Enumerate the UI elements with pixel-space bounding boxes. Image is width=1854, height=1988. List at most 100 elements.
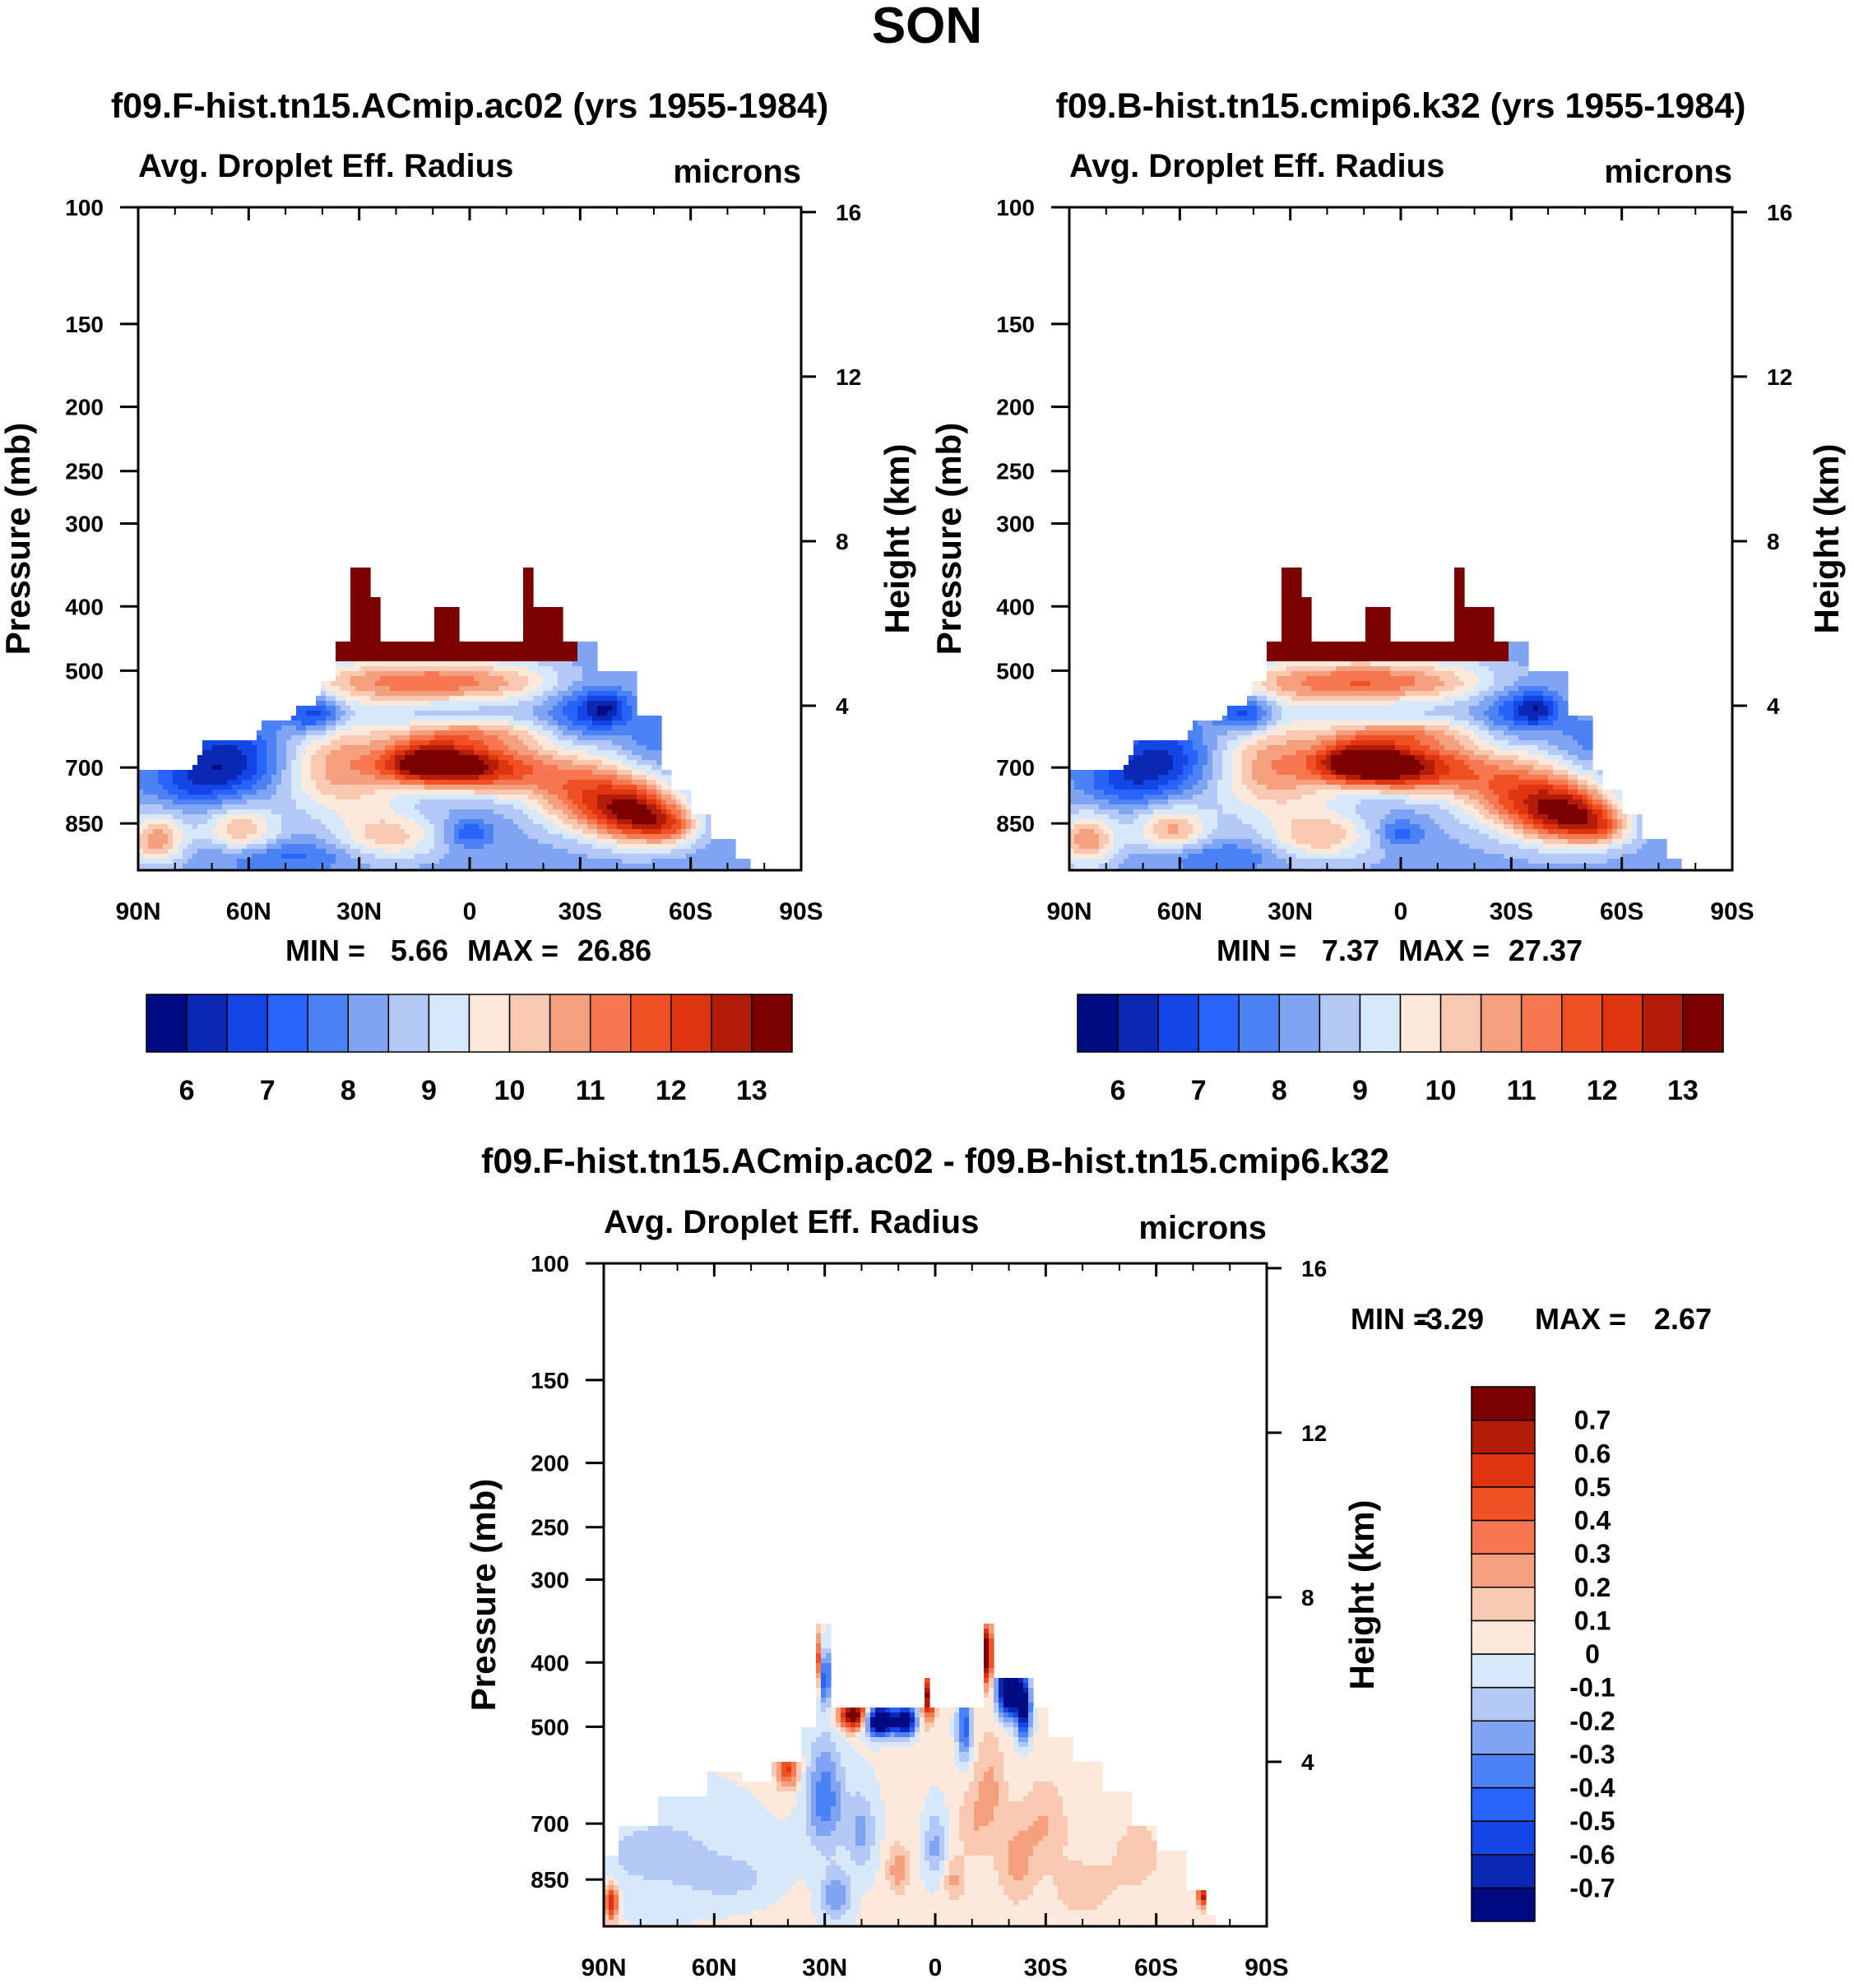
left-field-cell — [587, 819, 593, 825]
left-field-cell — [232, 864, 238, 869]
left-field-cell — [627, 775, 633, 781]
left-field-cell — [533, 622, 539, 628]
left-field-cell — [503, 819, 509, 825]
left-field-cell — [612, 735, 618, 741]
left-field-cell — [301, 750, 307, 756]
left-field-cell — [676, 834, 682, 840]
left-field-cell — [518, 765, 524, 771]
left-field-cell — [671, 834, 677, 840]
left-field-cell — [271, 785, 277, 790]
left-field-cell — [637, 795, 642, 800]
left-field-cell — [207, 809, 213, 815]
left-field-cell — [622, 721, 628, 726]
left-field-cell — [405, 706, 410, 711]
right-field-cell — [1124, 849, 1129, 855]
right-field-cell — [1084, 804, 1090, 810]
left-field-cell — [533, 740, 539, 746]
left-field-cell — [271, 721, 277, 726]
left-field-cell — [138, 834, 144, 840]
left-field-cell — [153, 770, 159, 776]
left-field-cell — [400, 681, 406, 687]
left-field-cell — [489, 799, 494, 805]
left-field-cell — [415, 775, 420, 781]
left-field-cell — [380, 819, 386, 825]
left-field-cell — [197, 829, 203, 835]
left-field-cell — [212, 755, 218, 761]
left-colorbar-label: 10 — [494, 1075, 526, 1106]
left-field-cell — [242, 839, 248, 845]
right-field-cell — [1124, 790, 1129, 795]
left-field-cell — [345, 839, 351, 845]
left-field-cell — [459, 696, 465, 702]
left-field-cell — [158, 780, 164, 785]
left-field-cell — [592, 651, 598, 657]
left-field-cell — [262, 859, 267, 864]
left-field-cell — [375, 676, 381, 682]
left-field-cell — [429, 656, 435, 662]
left-field-cell — [612, 814, 618, 820]
left-field-cell — [592, 676, 598, 682]
left-field-cell — [247, 814, 253, 820]
left-field-cell — [188, 770, 193, 776]
left-field-cell — [518, 676, 524, 682]
left-field-cell — [316, 804, 322, 810]
left-field-cell — [207, 834, 213, 840]
left-field-cell — [286, 795, 292, 800]
left-field-cell — [395, 681, 401, 687]
left-field-cell — [326, 795, 331, 800]
left-field-cell — [350, 755, 356, 761]
left-field-cell — [380, 854, 386, 860]
left-field-cell — [568, 849, 573, 855]
left-field-cell — [390, 750, 396, 756]
left-field-cell — [395, 844, 401, 850]
left-field-cell — [276, 849, 282, 855]
left-field-cell — [439, 770, 445, 776]
left-field-cell — [439, 642, 445, 647]
right-field-cell — [1089, 799, 1095, 805]
left-field-cell — [661, 814, 667, 820]
left-field-cell — [632, 799, 637, 805]
left-field-cell — [429, 696, 435, 702]
left-field-cell — [306, 799, 312, 805]
left-field-cell — [143, 839, 149, 845]
right-field-cell — [1089, 780, 1095, 785]
left-field-cell — [395, 686, 401, 692]
left-field-cell — [543, 716, 549, 721]
left-field-cell — [681, 824, 687, 830]
left-field-cell — [212, 864, 218, 869]
left-colorbar-box — [267, 994, 308, 1053]
left-field-cell — [627, 691, 633, 697]
left-field-cell — [538, 780, 544, 785]
left-field-cell — [291, 790, 297, 795]
left-field-cell — [513, 859, 519, 864]
left-field-cell — [612, 765, 618, 771]
left-field-cell — [355, 819, 361, 825]
left-field-cell — [548, 696, 554, 702]
left-field-cell — [666, 804, 672, 810]
left-field-cell — [217, 775, 223, 781]
left-field-cell — [439, 725, 445, 731]
left-field-cell — [523, 597, 529, 603]
left-field-cell — [385, 859, 391, 864]
left-field-cell — [168, 775, 174, 781]
left-field-cell — [345, 706, 351, 711]
left-field-cell — [192, 775, 198, 781]
left-field-cell — [582, 799, 588, 805]
left-field-cell — [528, 691, 534, 697]
left-field-cell — [222, 780, 228, 785]
right-field-cell — [1099, 829, 1105, 835]
left-field-cell — [439, 721, 445, 726]
left-field-cell — [651, 839, 657, 845]
left-field-cell — [232, 795, 238, 800]
left-field-cell — [439, 750, 445, 756]
left-field-cell — [424, 696, 430, 702]
left-field-cell — [326, 824, 331, 830]
right-field-cell — [1069, 790, 1075, 795]
left-field-cell — [390, 716, 396, 721]
left-field-cell — [444, 745, 450, 751]
left-field-cell — [513, 854, 519, 860]
right-field-cell — [1109, 849, 1115, 855]
left-field-cell — [666, 864, 672, 869]
left-ytick-label: 150 — [65, 312, 104, 337]
left-field-cell — [197, 790, 203, 795]
